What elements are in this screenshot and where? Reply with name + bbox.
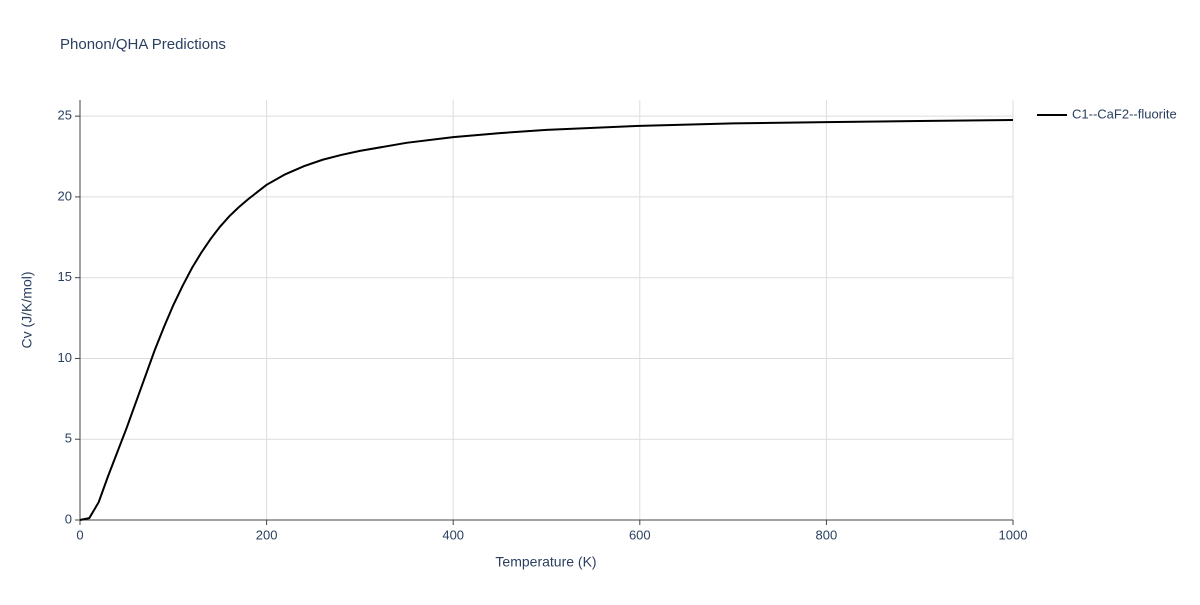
x-tick-label: 600	[629, 527, 651, 542]
y-tick-label: 0	[65, 511, 72, 526]
y-tick-label: 25	[58, 108, 72, 123]
x-tick-label: 0	[76, 527, 83, 542]
x-tick-label: 1000	[999, 527, 1028, 542]
legend-label: C1--CaF2--fluorite	[1072, 106, 1177, 121]
y-tick-label: 5	[65, 431, 72, 446]
y-axis-label: Cv (J/K/mol)	[19, 272, 35, 349]
y-tick-label: 15	[58, 269, 72, 284]
y-tick-label: 10	[58, 350, 72, 365]
x-tick-label: 800	[816, 527, 838, 542]
chart-title: Phonon/QHA Predictions	[60, 36, 226, 53]
x-tick-label: 400	[442, 527, 464, 542]
line-series	[79, 119, 1014, 521]
y-tick-label: 20	[58, 188, 72, 203]
x-axis-label: Temperature (K)	[495, 554, 596, 570]
x-tick-label: 200	[256, 527, 278, 542]
